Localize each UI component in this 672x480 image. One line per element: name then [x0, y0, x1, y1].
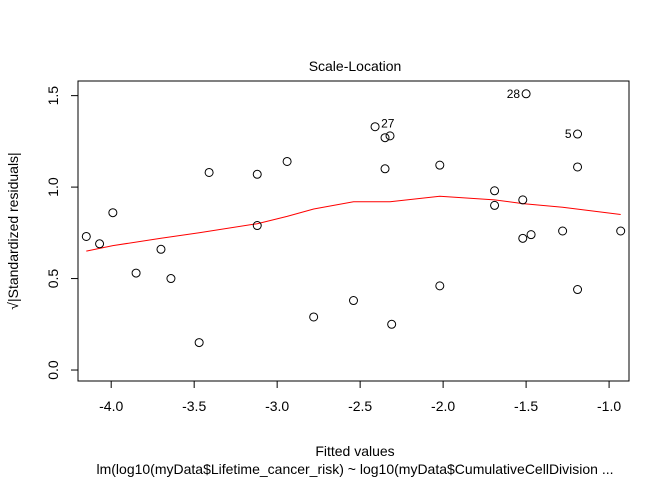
smoother-line	[86, 195, 621, 252]
data-point	[387, 319, 397, 329]
data-point	[156, 244, 166, 254]
data-point	[435, 281, 445, 291]
data-point	[435, 160, 445, 170]
point-label: 27	[381, 117, 395, 131]
x-tick-label: -2.5	[348, 398, 372, 414]
x-tick-label: -4.0	[99, 398, 123, 414]
points-layer	[81, 89, 626, 348]
data-point	[370, 122, 380, 132]
data-point	[490, 200, 500, 210]
data-point	[573, 285, 583, 295]
y-tick-label: 0.0	[45, 360, 61, 380]
y-axis-label: √|Standardized residuals|	[5, 152, 21, 309]
x-tick-label: -1.0	[597, 398, 621, 414]
data-point	[521, 89, 531, 99]
data-point	[490, 186, 500, 196]
chart-title: Scale-Location	[309, 58, 402, 74]
data-point	[252, 221, 262, 231]
data-point	[380, 133, 390, 143]
x-tick-label: -1.5	[514, 398, 538, 414]
data-point	[518, 233, 528, 243]
data-point	[204, 167, 214, 177]
x-tick-label: -2.0	[431, 398, 455, 414]
data-point	[526, 230, 536, 240]
data-point	[573, 162, 583, 172]
data-point	[380, 164, 390, 174]
x-axis-label: Fitted values	[315, 443, 394, 459]
x-tick-label: -3.5	[182, 398, 206, 414]
smoother-layer	[86, 195, 621, 252]
data-point	[558, 226, 568, 236]
point-label: 28	[507, 87, 521, 101]
data-point	[166, 274, 176, 284]
plot-frame	[77, 80, 630, 382]
data-point	[282, 156, 292, 166]
data-point	[349, 296, 358, 306]
model-formula-label: lm(log10(myData$Lifetime_cancer_risk) ~ …	[96, 461, 613, 477]
data-point	[518, 195, 528, 205]
data-point	[95, 239, 105, 249]
point-label: 5	[565, 127, 572, 141]
data-point	[573, 129, 583, 139]
data-point	[385, 131, 395, 141]
y-tick-label: 1.0	[45, 177, 61, 197]
data-point	[616, 226, 626, 236]
data-point	[194, 338, 204, 348]
x-tick-label: -3.0	[265, 398, 289, 414]
y-tick-label: 0.5	[45, 269, 61, 289]
x-axis: -4.0 -3.5 -3.0 -2.5 -2.0 -1.5 -1.0	[99, 380, 621, 414]
data-point	[81, 231, 91, 241]
y-tick-label: 1.5	[45, 86, 61, 106]
data-point	[309, 312, 319, 322]
data-point	[108, 208, 118, 218]
data-point	[252, 169, 262, 179]
y-axis: 0.0 0.5 1.0 1.5	[45, 86, 79, 380]
data-point	[131, 268, 141, 278]
point-labels-layer: 27 28 5	[381, 87, 572, 141]
